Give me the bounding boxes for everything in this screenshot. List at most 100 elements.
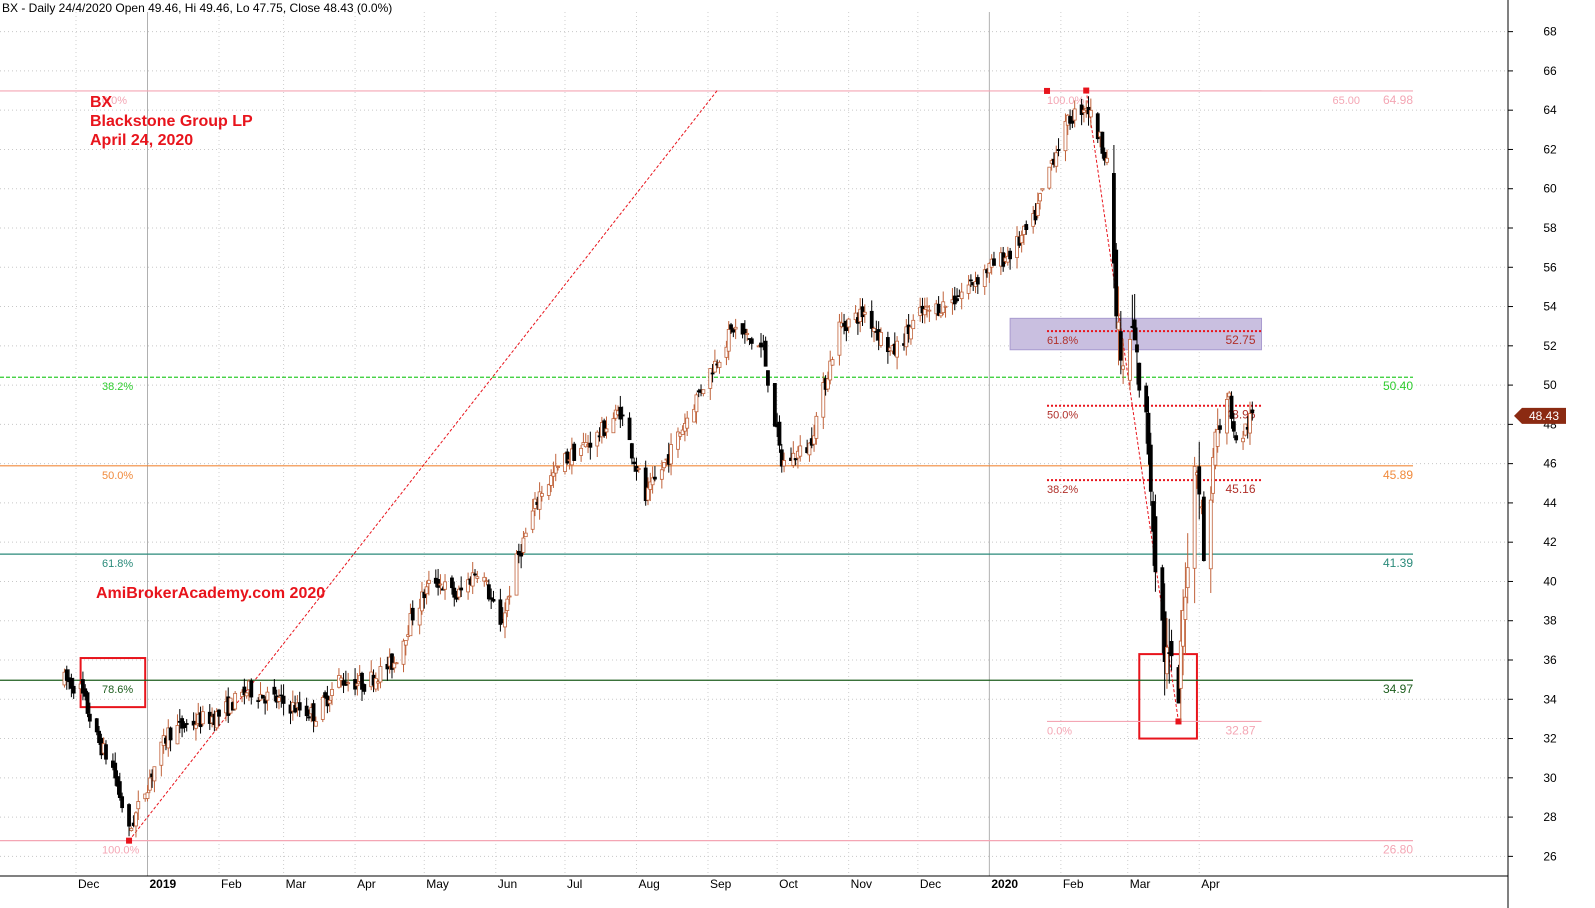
candle-body	[438, 583, 443, 586]
candle-body	[680, 429, 685, 435]
candle-body	[1054, 152, 1059, 167]
candle-body	[1162, 611, 1167, 662]
candle-body	[417, 607, 422, 626]
candle-body	[136, 801, 141, 810]
candle-body	[565, 451, 570, 464]
y-tick-label: 56	[1543, 260, 1557, 274]
candle-body	[1082, 109, 1086, 113]
candle-body	[152, 766, 157, 782]
candle-body	[828, 360, 833, 381]
candle-body	[450, 577, 454, 589]
candle-body	[885, 337, 890, 353]
candle-body	[551, 472, 556, 477]
candle-body	[862, 311, 867, 315]
fib-short-value: 45.16	[1225, 482, 1255, 496]
candle-body	[733, 326, 738, 330]
candle-body	[632, 461, 637, 465]
fib-level-label: 0.0%	[102, 95, 127, 107]
candle-body	[860, 306, 865, 318]
candle-body	[313, 721, 318, 727]
date-label: April 24, 2020	[90, 132, 194, 149]
trendline-anchor	[1083, 87, 1090, 94]
candle-body	[939, 312, 943, 317]
candle-body	[740, 323, 745, 335]
candle-body	[1165, 646, 1169, 675]
candle-body	[927, 309, 932, 312]
x-tick-label: Jun	[498, 877, 517, 891]
candle-body	[837, 321, 842, 356]
candle-body	[629, 443, 634, 459]
candle-body	[311, 703, 316, 722]
candle-body	[692, 408, 697, 423]
candle-body	[712, 360, 717, 373]
candle-body	[1250, 409, 1255, 414]
candle-body	[523, 532, 528, 538]
candle-body	[256, 700, 261, 702]
candle-body	[362, 684, 367, 692]
candle-body	[1229, 395, 1234, 419]
candle-body	[519, 552, 524, 557]
candle-body	[244, 692, 249, 697]
candle-body	[470, 572, 475, 587]
y-tick-label: 28	[1543, 810, 1557, 824]
candle-body	[385, 663, 390, 670]
fib-short-label: 50.0%	[1047, 410, 1078, 422]
candle-body	[260, 694, 265, 699]
candle-body	[1248, 413, 1252, 434]
candle-body	[194, 724, 198, 729]
fib-value-label: 50.40	[1383, 379, 1413, 393]
candle-body	[1160, 567, 1165, 621]
candle-body	[486, 584, 491, 600]
x-tick-label: Oct	[779, 877, 798, 891]
candle-body	[327, 699, 332, 704]
x-tick-label: Mar	[286, 877, 307, 891]
candle-body	[1022, 225, 1026, 235]
candle-body	[646, 487, 650, 501]
candle-body	[1019, 234, 1024, 244]
candle-body	[180, 718, 184, 729]
candle-body	[798, 445, 803, 457]
x-tick-label: Nov	[851, 877, 872, 891]
candle-body	[1218, 425, 1222, 430]
candle-body	[1015, 236, 1019, 258]
x-tick-label: Sep	[710, 877, 732, 891]
candle-body	[521, 537, 526, 553]
candle-body	[475, 576, 480, 579]
fib-short-value: 52.75	[1225, 333, 1255, 347]
candle-body	[408, 613, 413, 637]
x-tick-label: Dec	[920, 877, 941, 891]
company-label: Blackstone Group LP	[90, 113, 253, 130]
candle-body	[346, 682, 351, 685]
candle-body	[807, 442, 812, 456]
candle-body	[653, 476, 657, 480]
candle-body	[307, 716, 311, 719]
candle-body	[1116, 321, 1121, 331]
candle-body	[812, 435, 816, 445]
candle-body	[265, 691, 270, 701]
candle-body	[726, 329, 731, 352]
y-tick-label: 26	[1543, 849, 1557, 863]
fib-value-label: 26.80	[1383, 843, 1413, 857]
x-tick-label: Feb	[221, 877, 242, 891]
fib-value-label: 64.98	[1383, 93, 1413, 107]
candle-body	[620, 414, 625, 417]
y-tick-label: 34	[1543, 692, 1557, 706]
x-tick-label: Feb	[1063, 877, 1084, 891]
candle-body	[1132, 319, 1137, 341]
candle-body	[452, 587, 457, 598]
y-tick-label: 42	[1543, 535, 1557, 549]
candle-body	[1231, 421, 1236, 432]
candle-body	[1063, 120, 1068, 152]
last-price-tag	[1514, 407, 1566, 424]
candle-body	[1201, 496, 1206, 562]
candle-body	[249, 680, 254, 698]
candle-body	[742, 328, 747, 334]
y-tick-label: 66	[1543, 64, 1557, 78]
candle-body	[117, 781, 122, 798]
fib-anchor-high	[1044, 87, 1051, 94]
y-tick-label: 44	[1543, 496, 1557, 510]
x-tick-label: Dec	[78, 877, 99, 891]
candle-body	[821, 382, 826, 418]
y-tick-label: 36	[1543, 653, 1557, 667]
